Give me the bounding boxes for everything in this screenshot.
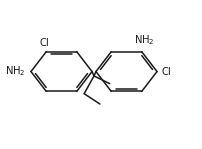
Text: Cl: Cl	[161, 67, 171, 77]
Text: NH$_2$: NH$_2$	[133, 33, 154, 47]
Text: NH$_2$: NH$_2$	[5, 65, 25, 78]
Text: Cl: Cl	[39, 38, 49, 48]
